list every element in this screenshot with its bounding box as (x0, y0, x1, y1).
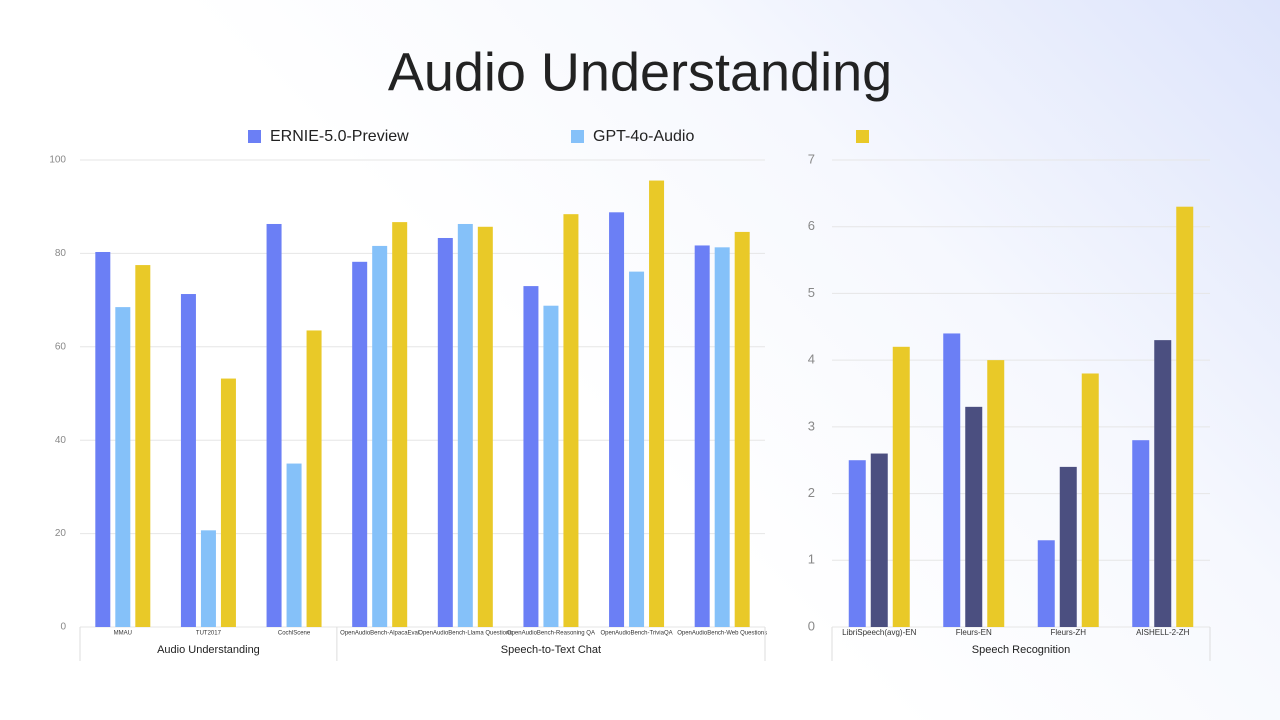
group-label: Speech-to-Text Chat (501, 644, 601, 656)
y-tick-label: 0 (808, 618, 815, 633)
legend-label: GPT-4o-Audio (593, 128, 694, 145)
y-tick-label: 60 (55, 341, 67, 352)
x-tick-label: OpenAudioBench-AlpacaEval (340, 631, 419, 637)
page-title: Audio Understanding (388, 42, 892, 102)
y-tick-label: 1 (808, 552, 815, 567)
x-tick-label: OpenAudioBench-TriviaQA (600, 631, 672, 637)
y-tick-label: 40 (55, 435, 67, 446)
bar (1081, 373, 1099, 627)
bar (392, 222, 408, 627)
x-tick-label: Fleurs-ZH (1050, 628, 1086, 637)
bar (563, 214, 579, 627)
y-tick-label: 7 (808, 151, 815, 166)
bar (694, 245, 710, 627)
bar (1132, 440, 1150, 627)
legend-swatch (571, 130, 584, 143)
group-label: Speech Recognition (972, 644, 1070, 656)
y-tick-label: 20 (55, 528, 67, 539)
bar (95, 251, 111, 627)
x-tick-label: OpenAudioBench-Reasoning QA (507, 631, 595, 637)
group-label: Audio Understanding (157, 644, 260, 656)
y-tick-label: 6 (808, 218, 815, 233)
bar (477, 226, 493, 627)
x-tick-label: TUT2017 (196, 631, 222, 637)
legend-swatch (856, 130, 869, 143)
x-tick-label: OpenAudioBench-Llama Questions (418, 631, 512, 637)
legend-swatch (248, 130, 261, 143)
y-tick-label: 4 (808, 352, 815, 367)
bar (180, 294, 196, 627)
x-tick-label: LibriSpeech(avg)-EN (842, 628, 916, 637)
bar (629, 271, 645, 627)
bar (523, 286, 539, 627)
bar (870, 453, 888, 627)
y-tick-label: 100 (49, 155, 66, 166)
bar (609, 212, 625, 627)
bar (1059, 466, 1077, 627)
bar (714, 247, 730, 628)
y-tick-label: 2 (808, 485, 815, 500)
bar (943, 333, 961, 627)
y-tick-label: 0 (60, 622, 66, 633)
bar (372, 245, 388, 628)
bar (457, 223, 473, 627)
bar (200, 530, 216, 627)
y-tick-label: 5 (808, 285, 815, 300)
bar (220, 378, 236, 627)
bar (352, 261, 368, 627)
bar (987, 360, 1005, 627)
bar (1176, 206, 1194, 627)
bar (266, 223, 282, 627)
bar (437, 237, 453, 627)
bar (286, 463, 302, 627)
bar (892, 346, 910, 627)
bar (649, 180, 665, 627)
bar (965, 406, 983, 627)
y-tick-label: 80 (55, 248, 67, 259)
x-tick-label: CochlScene (278, 631, 311, 637)
x-tick-label: AISHELL-2-ZH (1136, 628, 1190, 637)
bar (1037, 540, 1055, 627)
x-tick-label: Fleurs-EN (956, 628, 992, 637)
bar (135, 265, 151, 627)
x-tick-label: OpenAudioBench-Web Questions (677, 631, 767, 637)
bar (1154, 340, 1172, 627)
bar (734, 231, 750, 627)
legend-label: ERNIE-5.0-Preview (270, 128, 409, 145)
bar (306, 330, 322, 627)
bar (848, 460, 866, 627)
bar (115, 307, 131, 627)
bar (543, 305, 559, 627)
x-tick-label: MMAU (114, 631, 132, 637)
y-tick-label: 3 (808, 418, 815, 433)
